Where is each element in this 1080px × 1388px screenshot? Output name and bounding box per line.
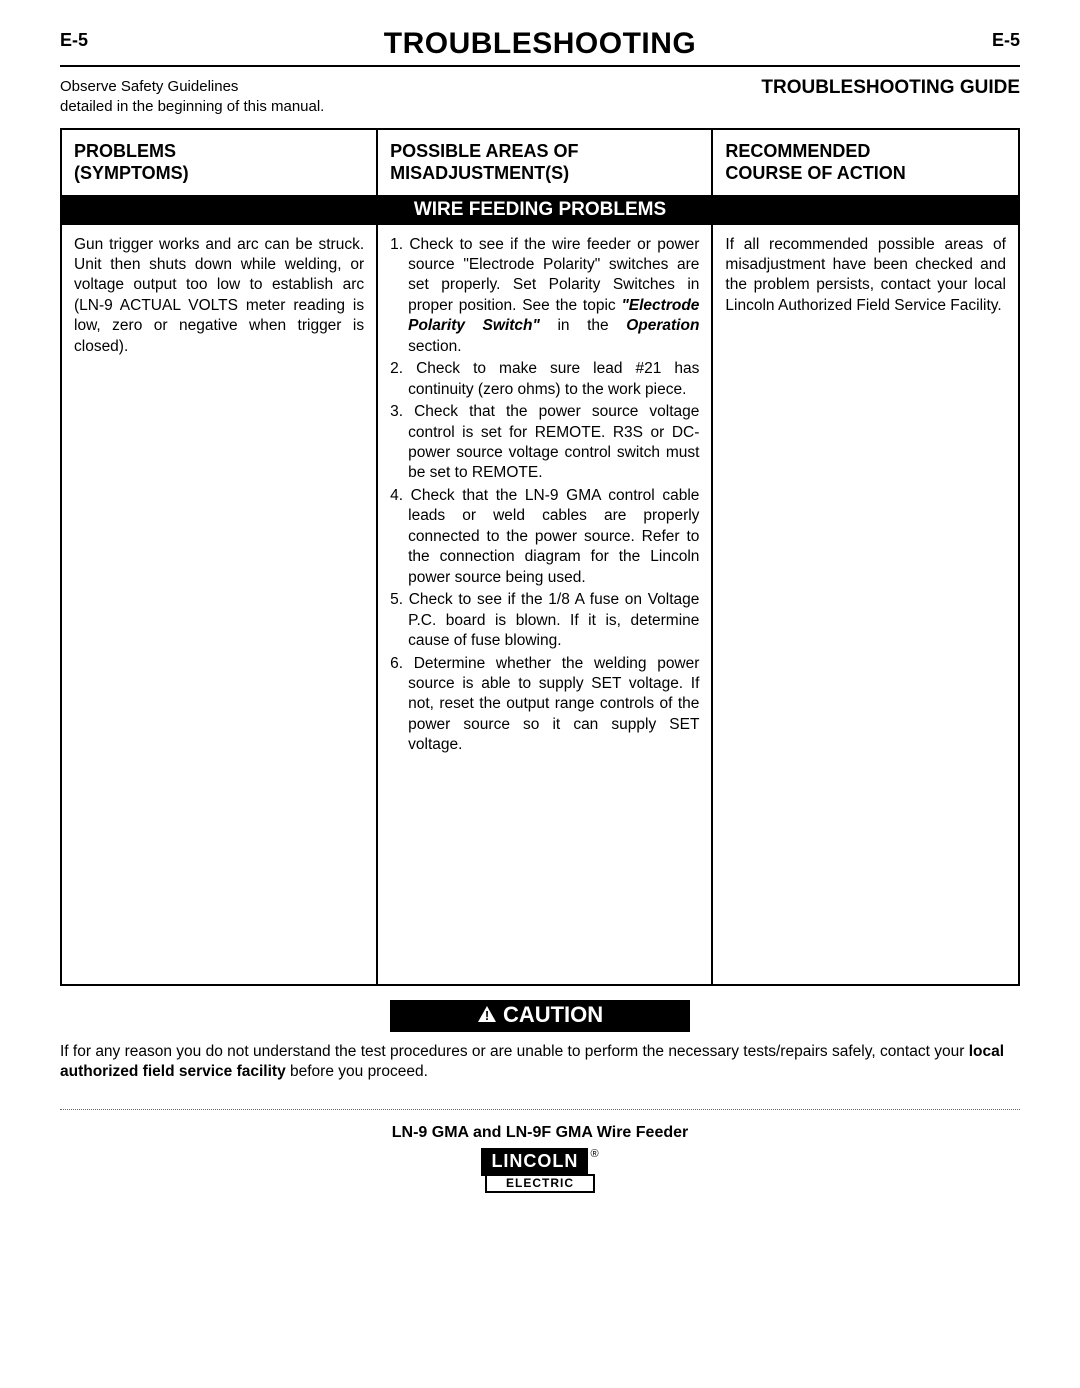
list-item: 3. Check that the power source voltage c… <box>390 402 699 484</box>
problem-cell: Gun trigger works and arc can be struck.… <box>61 225 377 985</box>
footer-product: LN-9 GMA and LN-9F GMA Wire Feeder <box>60 1124 1020 1142</box>
hdr-text: RECOMMENDED <box>725 141 870 161</box>
page-num-right: E-5 <box>992 30 1020 51</box>
warning-icon: ! <box>477 1003 497 1029</box>
possible-cell: 1. Check to see if the wire feeder or po… <box>377 225 712 985</box>
col-possible: POSSIBLE AREAS OF MISADJUSTMENT(S) <box>377 129 712 195</box>
section-band: WIRE FEEDING PROBLEMS <box>61 195 1019 225</box>
list-item: 6. Determine whether the welding power s… <box>390 654 699 756</box>
list-item: 5. Check to see if the 1/8 A fuse on Vol… <box>390 590 699 651</box>
page-num-left: E-5 <box>60 30 88 51</box>
txt: If for any reason you do not understand … <box>60 1043 969 1060</box>
txt: before you proceed. <box>286 1063 428 1080</box>
col-recommended: RECOMMENDED COURSE OF ACTION <box>712 129 1019 195</box>
logo-bottom: ELECTRIC <box>485 1174 595 1193</box>
caution-label: CAUTION <box>503 1002 603 1027</box>
guide-title: TROUBLESHOOTING GUIDE <box>761 77 1020 99</box>
caution-box: ! CAUTION <box>390 1000 690 1032</box>
hdr-text: MISADJUSTMENT(S) <box>390 163 569 183</box>
col-problems: PROBLEMS (SYMPTOMS) <box>61 129 377 195</box>
table-row: Gun trigger works and arc can be struck.… <box>61 225 1019 985</box>
caution-body: If for any reason you do not understand … <box>60 1042 1020 1084</box>
txt-bold-ital: Operation <box>626 317 699 334</box>
list-item: 2. Check to make sure lead #21 has conti… <box>390 359 699 400</box>
logo-top: LINCOLN <box>481 1148 588 1176</box>
list-item: 4. Check that the LN-9 GMA control cable… <box>390 486 699 588</box>
safety-note: Observe Safety Guidelines detailed in th… <box>60 77 324 118</box>
hdr-text: PROBLEMS <box>74 141 176 161</box>
safety-line2: detailed in the beginning of this manual… <box>60 98 324 115</box>
section-band-label: WIRE FEEDING PROBLEMS <box>61 195 1019 225</box>
recommended-cell: If all recommended possible areas of mis… <box>712 225 1019 985</box>
logo: LINCOLN ® ELECTRIC <box>60 1148 1020 1193</box>
dotted-rule <box>60 1109 1020 1110</box>
svg-text:!: ! <box>485 1008 489 1023</box>
hdr-text: POSSIBLE AREAS OF <box>390 141 578 161</box>
registered-icon: ® <box>590 1148 598 1160</box>
txt: section. <box>408 338 461 355</box>
hdr-text: (SYMPTOMS) <box>74 163 189 183</box>
list-item: 1. Check to see if the wire feeder or po… <box>390 235 699 358</box>
safety-line1: Observe Safety Guidelines <box>60 78 238 95</box>
logo-text: LINCOLN <box>491 1151 578 1171</box>
page-title: TROUBLESHOOTING <box>60 27 1020 61</box>
title-rule <box>60 65 1020 67</box>
troubleshooting-table: PROBLEMS (SYMPTOMS) POSSIBLE AREAS OF MI… <box>60 128 1020 986</box>
txt: in the <box>540 317 626 334</box>
hdr-text: COURSE OF ACTION <box>725 163 905 183</box>
table-header-row: PROBLEMS (SYMPTOMS) POSSIBLE AREAS OF MI… <box>61 129 1019 195</box>
